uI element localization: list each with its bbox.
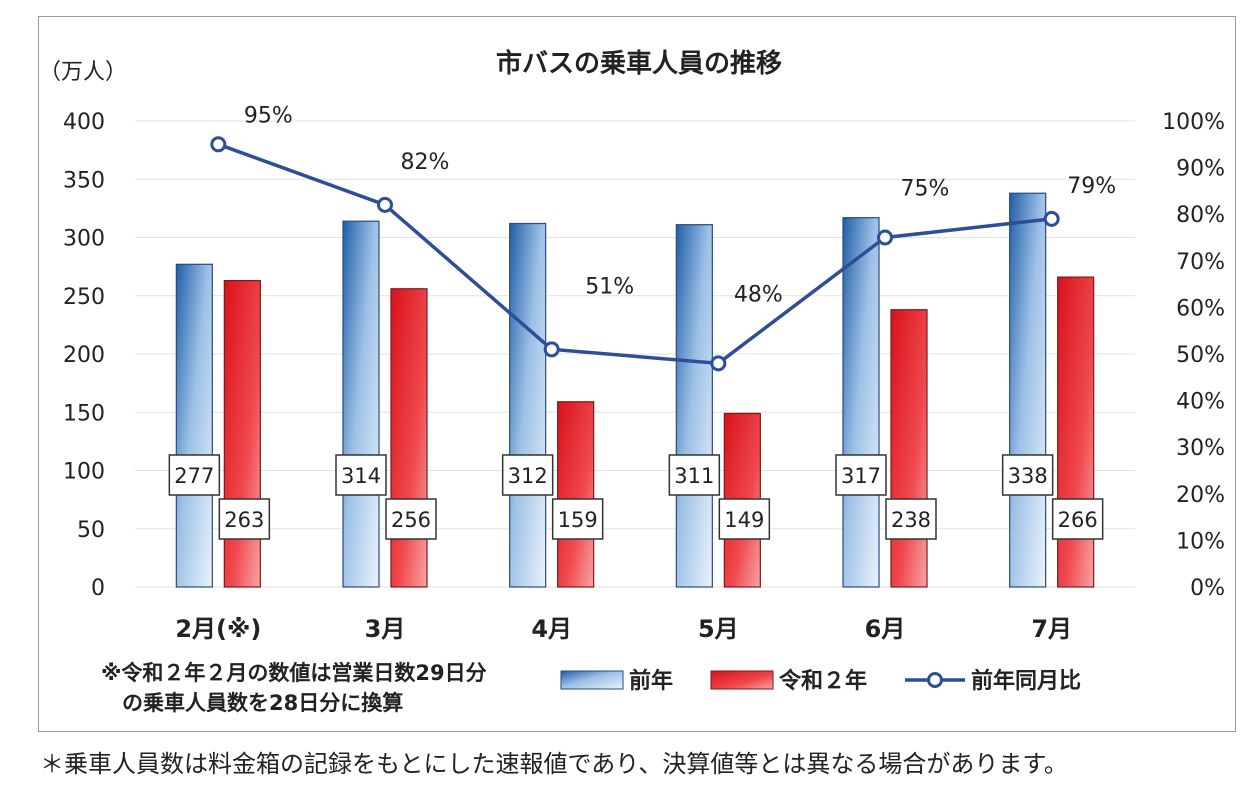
ratio-point [877,229,893,246]
ratio-point [1043,210,1060,227]
bar-label-reiwa-2-box [551,498,604,540]
bar-label-previous-year: 314 [341,464,381,488]
chart-frame: 277 263 314 256 312 159 311 149 317 238 338 266 95% 8… [38,16,1236,732]
x-tick-label: 7月 [1031,615,1072,643]
bar-label-previous-year-box [835,454,887,496]
ratio-point [710,355,727,372]
note-line-1: ※令和２年２月の数値は営業日数29日分 [101,661,487,685]
bar-label-reiwa-2: 149 [724,508,764,532]
bar-label-previous-year: 317 [841,464,881,488]
bus-ridership-chart: 277 263 314 256 312 159 311 149 317 238 338 266 95% 8… [39,48,1225,694]
bar-reiwa-2 [1057,276,1095,588]
y2-tick-label: 100% [1162,110,1225,135]
y2-tick-label: 10% [1176,529,1225,554]
legend-swatch-previous-year [560,670,624,690]
bar-previous-year [675,224,713,588]
y-tick-label: 150 [63,401,105,426]
bar-label-previous-year-box [1001,454,1054,496]
bar-label-reiwa-2: 238 [891,508,931,532]
y2-tick-label: 30% [1176,436,1225,461]
x-tick-label: 4月 [531,615,572,643]
ratio-label: 79% [1067,174,1116,199]
x-tick-label: 3月 [365,615,406,643]
ratio-point [377,196,393,213]
bar-label-previous-year: 338 [1008,464,1048,488]
y-tick-label: 300 [63,227,105,252]
y-tick-label: 250 [63,285,105,310]
bar-label-previous-year-box [335,454,387,496]
ratio-label: 75% [901,177,950,202]
ratio-label: 51% [585,274,634,299]
bar-previous-year [509,222,547,588]
bar-previous-year [175,263,213,588]
y2-tick-label: 40% [1176,390,1225,415]
bar-label-reiwa-2: 159 [558,508,598,532]
chart-title: 市バスの乗車人員の推移 [496,48,782,79]
bar-label-previous-year: 312 [508,464,548,488]
ratio-point [210,136,227,153]
bar-label-previous-year: 311 [674,464,714,488]
y2-tick-label: 70% [1176,250,1225,275]
bar-label-reiwa-2: 263 [224,508,264,532]
bar-label-reiwa-2-box [385,498,437,540]
legend-label-ratio: 前年同月比 [971,668,1081,694]
bar-label-reiwa-2-box [885,498,937,540]
x-tick-label: 6月 [865,615,906,643]
bar-label-previous-year: 277 [174,464,214,488]
legend-swatch-marker [927,672,943,688]
bar-label-reiwa-2-box [718,498,771,540]
bar-label-reiwa-2: 256 [391,508,431,532]
x-tick-label: 5月 [698,615,739,643]
note-line-2: の乗車人員数を28日分に換算 [101,691,404,715]
y-tick-label: 200 [63,343,105,368]
legend-swatch-reiwa-2 [710,670,774,690]
bar-label-previous-year-box [168,454,221,496]
bar-label-previous-year-box [501,454,554,496]
x-tick-label: 2月(※) [175,615,261,643]
bar-reiwa-2 [890,309,928,588]
y2-tick-label: 20% [1176,483,1225,508]
y2-tick-label: 0% [1190,576,1225,601]
bar-previous-year [1009,192,1047,588]
y-tick-label: 50 [77,518,105,543]
y2-tick-label: 90% [1176,157,1225,182]
y-tick-label: 350 [63,168,105,193]
legend-label-previous-year: 前年 [629,668,673,694]
y-tick-label: 100 [63,460,105,485]
legend: 前年 令和２年 前年同月比 [560,668,1081,694]
bar-reiwa-2 [223,280,261,588]
y2-tick-label: 80% [1176,203,1225,228]
ratio-line [217,142,1052,366]
ratio-label: 48% [734,282,783,307]
y2-tick-label: 50% [1176,343,1225,368]
bar-reiwa-2 [390,288,428,588]
bar-label-previous-year-box [668,454,721,496]
y2-tick-label: 60% [1176,296,1225,321]
ratio-point [543,341,560,358]
y-axis-unit-label: （万人） [39,60,127,85]
bar-label-reiwa-2-box [1051,498,1104,540]
bar-previous-year [342,220,380,588]
ratio-label: 82% [401,150,450,175]
ratio-label: 95% [244,103,293,128]
bar-label-reiwa-2-box [218,498,271,540]
footnote: ＊乗車人員数は料金箱の記録をもとにした速報値であり、決算値等とは異なる場合があり… [40,750,1068,778]
legend-label-reiwa-2: 令和２年 [779,668,867,694]
y-tick-label: 400 [63,110,105,135]
bar-previous-year [842,217,880,588]
bar-label-reiwa-2: 266 [1058,508,1098,532]
bar-reiwa-2 [557,401,595,588]
y-tick-label: 0 [91,576,105,601]
